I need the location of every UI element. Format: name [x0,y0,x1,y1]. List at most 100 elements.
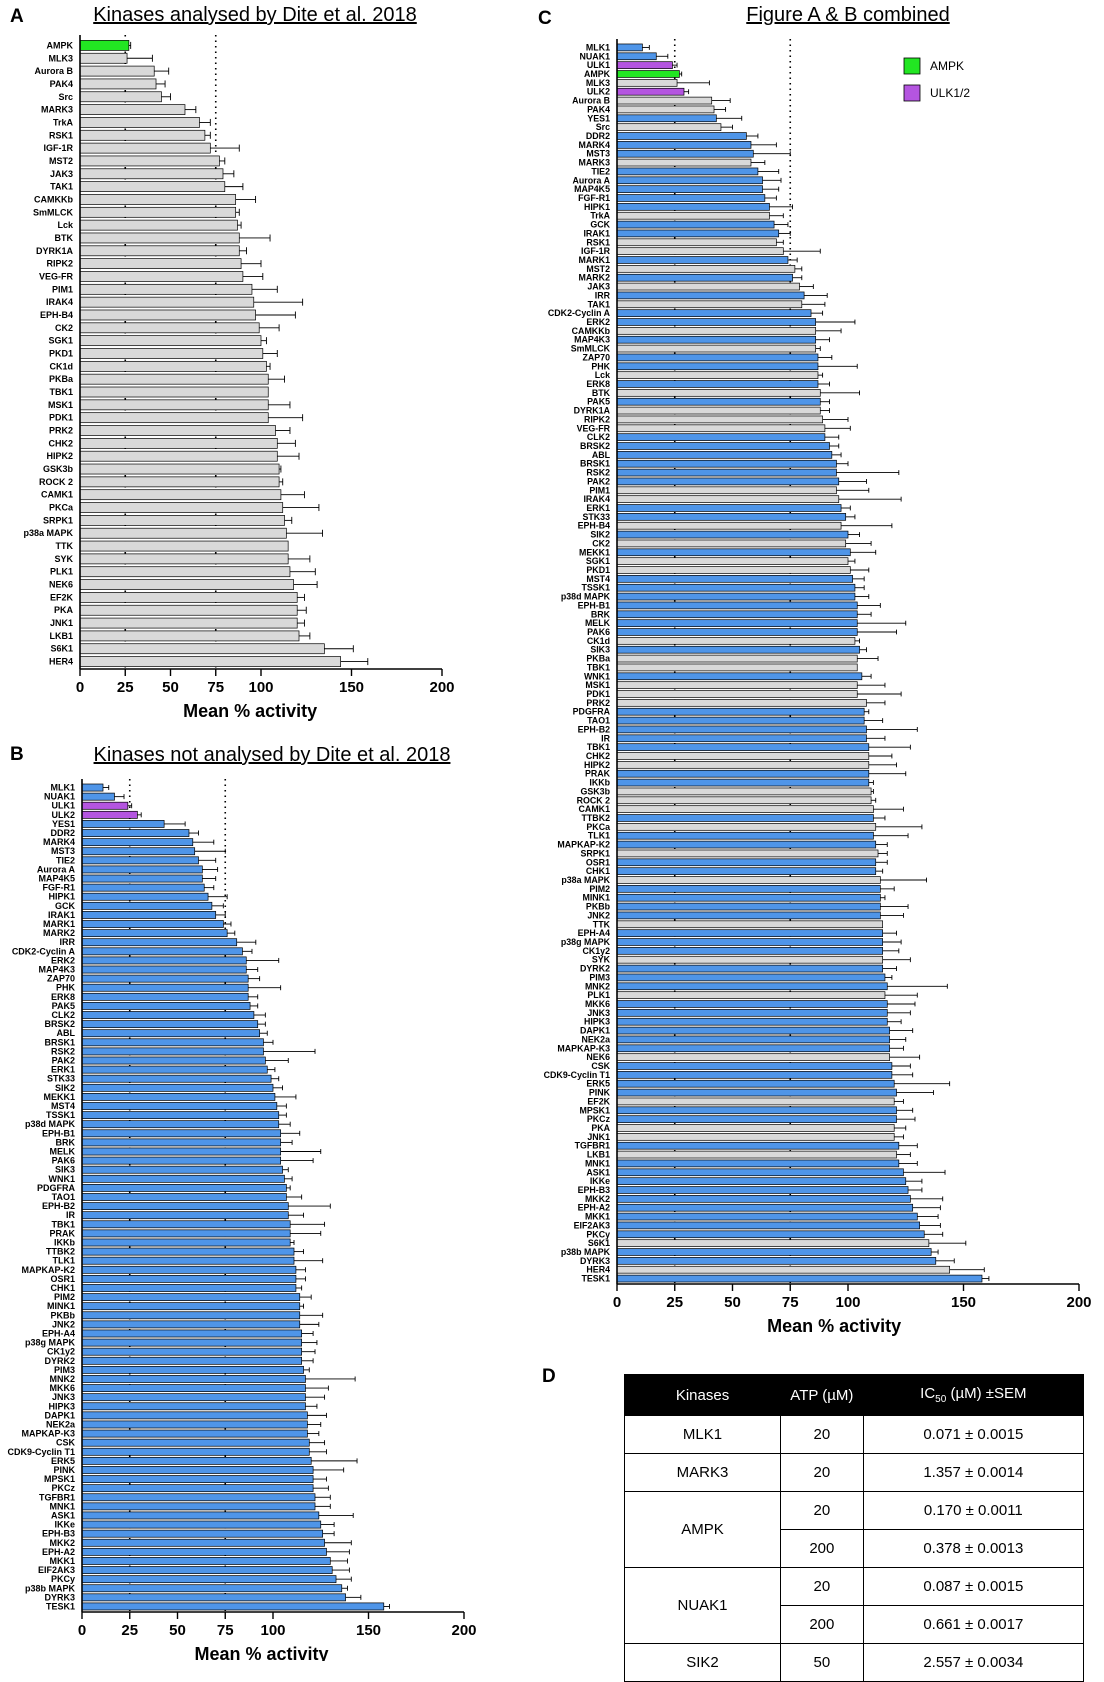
bar-c-34 [616,344,817,353]
bar-c-37 [616,371,819,379]
category-label-a-47: S6K1 [50,644,73,654]
category-label-b-2: ULK1 [51,801,75,811]
kinase-cell: NUAK1 [623,1567,782,1644]
category-label-b-74: ERK5 [51,1456,75,1466]
bar-b-84 [81,1547,327,1556]
bar-c-30 [616,309,812,317]
category-label-b-67: JNK3 [52,1392,75,1402]
table-row: 200 0.378 ± 0.0013 [625,1529,1085,1568]
panel-letter-c: C [538,8,552,29]
category-label-b-27: ABL [57,1028,76,1038]
category-label-b-31: ERK1 [51,1065,75,1075]
category-label-c-15: Aurora A [572,175,610,185]
bar-b-24 [81,1002,251,1010]
category-label-c-109: JNK3 [587,1008,610,1018]
category-label-b-13: GCK [55,901,76,911]
category-label-a-7: RSK1 [49,130,73,140]
category-label-b-23: ERK8 [51,992,75,1002]
bar-b-31 [81,1065,268,1074]
bar-b-87 [81,1575,337,1584]
category-label-c-7: PAK4 [587,104,610,114]
bar-a-13 [79,206,237,218]
category-label-c-127: ASK1 [586,1167,610,1177]
category-label-c-84: GSK3b [581,786,611,796]
bar-c-120 [616,1106,897,1115]
bar-b-76 [81,1475,314,1483]
kinase-cell: AMPK [623,1491,782,1568]
bar-b-18 [81,947,243,956]
bar-c-116 [616,1071,893,1079]
category-label-b-17: IRR [60,937,76,947]
category-label-c-40: PAK5 [587,397,610,407]
bar-b-53 [81,1265,297,1274]
bar-c-59 [616,566,851,574]
bar-c-100 [616,929,883,937]
category-label-c-69: PKBa [586,654,610,664]
bar-c-5 [616,87,685,96]
category-label-c-58: SGK1 [586,556,610,566]
bar-c-71 [616,672,863,681]
category-label-b-10: MAP4K5 [38,874,75,884]
header-ic50-rest: (µM) ±SEM [946,1385,1027,1402]
bar-c-91 [616,849,879,858]
category-label-b-69: DAPK1 [44,1410,75,1420]
bar-c-14 [616,167,759,176]
bar-c-106 [616,982,888,991]
bar-c-28 [616,291,805,300]
bar-b-45 [81,1193,287,1201]
bar-c-76 [616,716,865,725]
bar-c-36 [616,362,819,371]
bar-c-110 [616,1017,888,1026]
category-label-c-88: PKCa [586,822,610,832]
bar-c-26 [616,273,793,282]
bar-c-33 [616,335,817,344]
bar-b-57 [81,1302,301,1311]
bar-b-17 [81,938,238,947]
bar-c-83 [616,778,870,787]
bar-a-41 [79,566,291,578]
x-tick-label-a-0: 0 [76,679,84,696]
bar-c-70 [616,663,858,672]
bar-b-54 [81,1274,297,1283]
bar-a-24 [79,348,264,359]
category-label-c-42: RIPK2 [584,414,610,424]
category-label-c-49: PAK2 [587,476,610,486]
bar-c-104 [616,964,883,973]
bar-b-38 [81,1129,281,1138]
bar-a-48 [79,656,341,667]
bar-c-125 [616,1150,897,1159]
bar-c-40 [616,397,821,406]
category-label-a-28: MSK1 [48,400,73,410]
bar-c-95 [616,885,881,893]
category-label-a-21: EPH-B4 [40,310,73,320]
category-label-c-100: EPH-A4 [578,928,611,938]
bar-a-20 [79,296,255,308]
category-label-c-102: CK1y2 [582,946,610,956]
category-label-a-19: PIM1 [52,284,73,294]
bar-b-12 [81,892,209,901]
bar-b-90 [81,1602,385,1611]
bar-c-128 [616,1177,907,1185]
bar-b-55 [81,1284,297,1292]
category-label-c-66: PAK6 [587,627,610,637]
bar-c-105 [616,973,886,982]
bar-b-78 [81,1493,316,1502]
category-label-a-17: RIPK2 [46,259,73,269]
category-label-c-12: MST3 [586,149,610,159]
bar-c-44 [616,433,826,441]
chart-a: Kinases analysed by Dite et al. 2018 AMPK… [23,4,454,721]
category-label-c-131: EPH-A2 [578,1203,611,1213]
bar-a-19 [79,283,253,295]
bar-c-109 [616,1009,888,1017]
bar-b-42 [81,1165,283,1174]
category-label-c-79: TBK1 [587,742,610,752]
x-tick-label-a-25: 25 [117,679,134,696]
bar-b-2 [81,801,129,810]
bar-b-3 [81,810,138,819]
table-row: MARK3 20 1.357 ± 0.0014 [623,1453,1085,1492]
category-label-c-60: MST4 [586,574,610,584]
bar-c-8 [616,114,717,123]
header-atp: ATP (µM) [780,1374,864,1416]
category-label-c-62: p38d MAPK [561,592,611,602]
category-label-a-38: p38a MAPK [23,528,73,538]
